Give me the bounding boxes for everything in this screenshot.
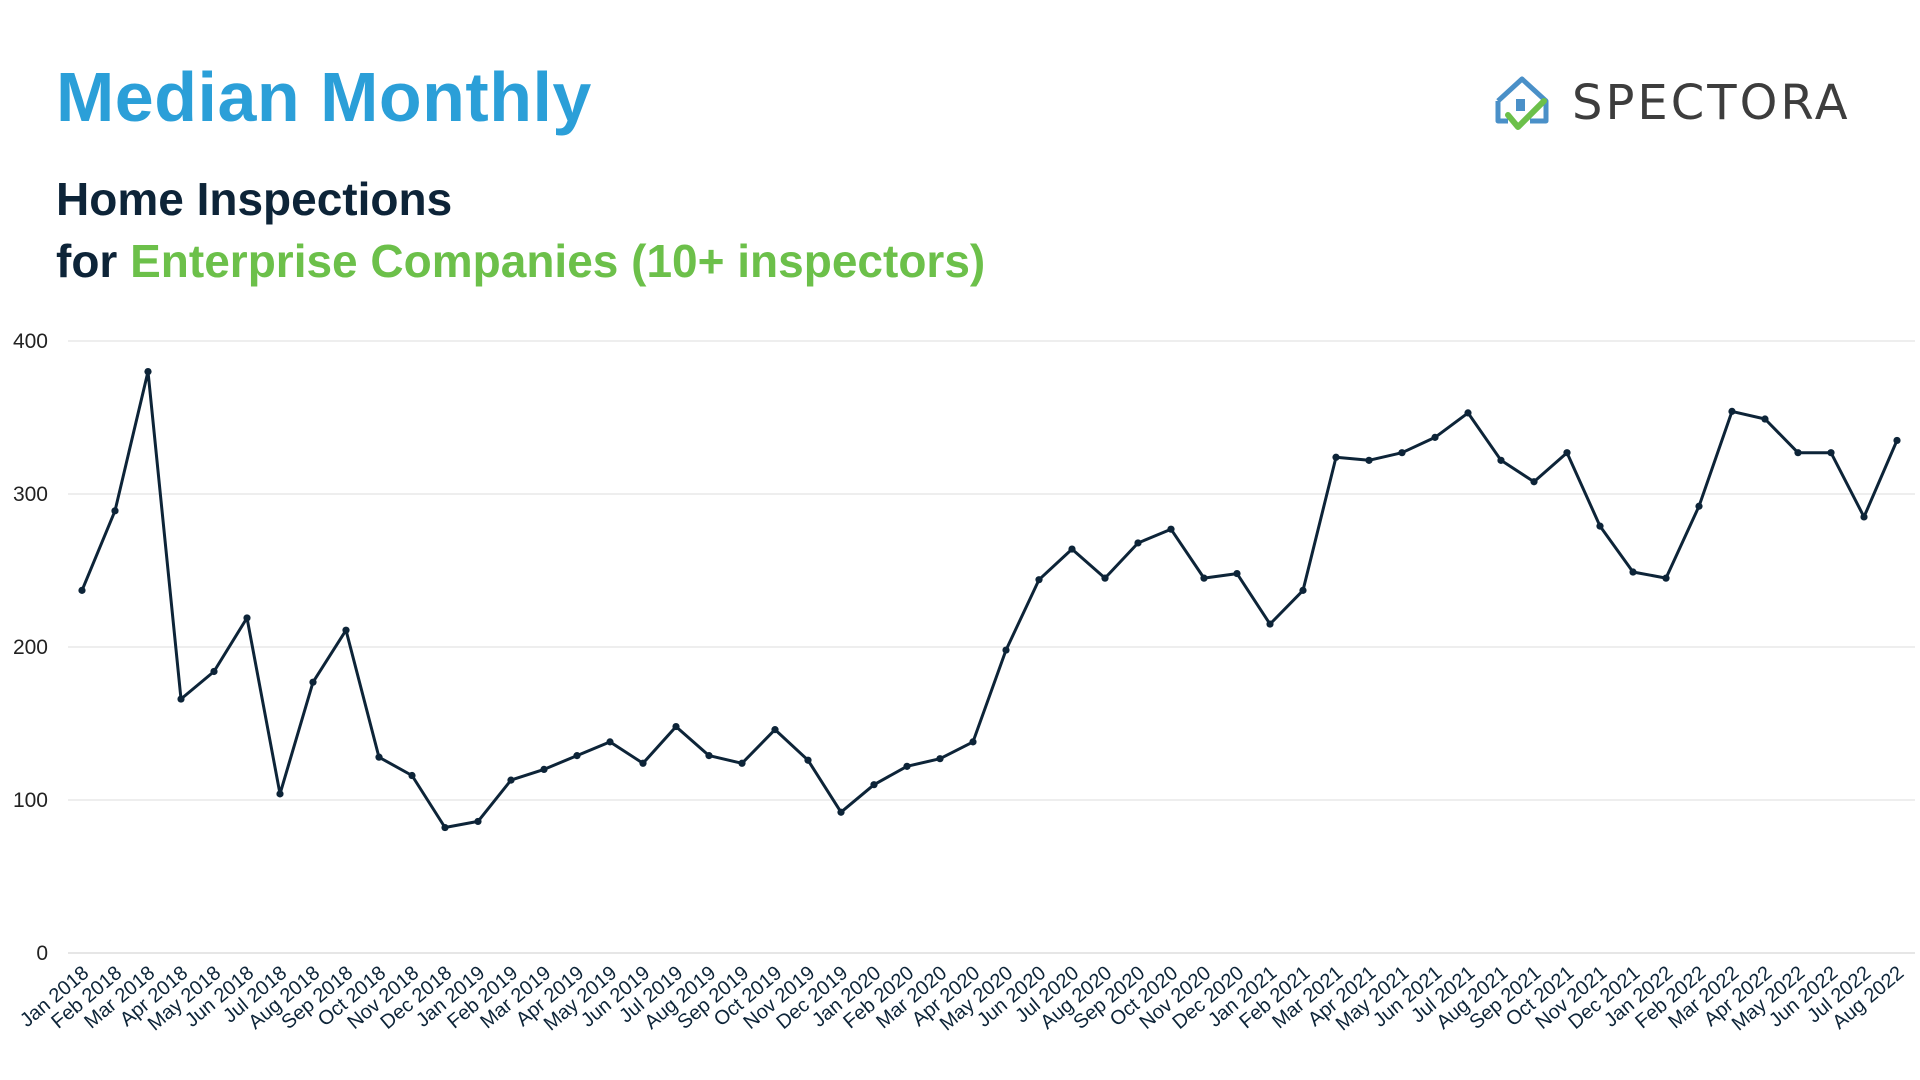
subtitle-highlight: Enterprise Companies (10+ inspectors) <box>130 235 986 287</box>
data-point <box>903 762 911 770</box>
brand-logo: SPECTORA <box>1490 68 1851 138</box>
subtitle-for: for <box>56 235 118 287</box>
data-point <box>969 738 977 746</box>
data-point <box>672 722 680 731</box>
data-point <box>1167 525 1175 533</box>
data-points <box>78 368 1901 832</box>
data-point <box>507 776 515 784</box>
data-point <box>1893 436 1901 445</box>
subtitle-line-1: Home Inspections <box>56 173 453 225</box>
data-point <box>78 586 86 594</box>
data-point <box>705 752 713 760</box>
y-tick-label: 400 <box>13 330 48 353</box>
data-point <box>1299 586 1307 594</box>
data-point <box>1365 456 1373 464</box>
data-point <box>1068 545 1076 553</box>
data-point <box>144 368 152 376</box>
data-point <box>606 738 614 746</box>
chart-title: Median Monthly <box>56 58 592 136</box>
data-point <box>474 817 482 826</box>
house-check-icon <box>1495 76 1549 130</box>
data-point <box>111 507 119 515</box>
data-point <box>375 753 383 761</box>
data-point <box>1134 539 1142 547</box>
brand-name: SPECTORA <box>1572 75 1851 131</box>
y-tick-label: 200 <box>13 636 48 659</box>
data-point <box>936 755 944 763</box>
data-point <box>1035 576 1043 584</box>
data-point <box>1695 502 1703 510</box>
data-point <box>540 765 548 773</box>
data-point <box>1497 456 1505 464</box>
data-point <box>210 667 218 676</box>
y-axis-ticks: 0 100 200 300 400 <box>13 330 48 965</box>
data-point <box>1266 620 1274 628</box>
data-point <box>1332 453 1340 461</box>
data-point <box>177 695 185 703</box>
subtitle-line-2: for Enterprise Companies (10+ inspectors… <box>56 230 985 292</box>
data-point <box>1827 449 1835 457</box>
data-point <box>639 759 647 767</box>
data-point <box>1728 407 1736 415</box>
chart-subtitle: Home Inspections for Enterprise Companie… <box>56 168 985 292</box>
data-point <box>1629 568 1637 576</box>
y-tick-label: 100 <box>13 789 48 812</box>
data-point <box>1761 415 1769 423</box>
data-point <box>243 614 251 622</box>
data-point <box>342 626 350 634</box>
data-point <box>1233 569 1241 578</box>
series-line <box>80 370 1899 829</box>
data-point <box>1530 478 1538 486</box>
data-point <box>1794 449 1802 457</box>
data-point <box>1662 574 1670 582</box>
data-point <box>276 790 284 798</box>
data-point <box>441 823 449 832</box>
grid-lines <box>68 340 1915 954</box>
data-point <box>1101 574 1109 582</box>
data-point <box>1002 646 1010 654</box>
data-point <box>804 756 812 764</box>
data-point <box>1200 574 1208 582</box>
data-point <box>408 771 416 780</box>
data-point <box>309 678 317 686</box>
data-point <box>1398 449 1406 457</box>
data-point <box>573 752 581 760</box>
data-point <box>1464 409 1472 417</box>
data-point <box>771 726 779 734</box>
y-tick-label: 300 <box>13 483 48 506</box>
data-point <box>1563 449 1571 457</box>
data-point <box>870 781 878 789</box>
data-point <box>837 808 845 816</box>
data-point <box>1860 513 1868 521</box>
data-point <box>1596 522 1604 530</box>
data-point <box>1431 433 1439 441</box>
data-point <box>738 759 746 767</box>
y-tick-label: 0 <box>36 942 48 965</box>
